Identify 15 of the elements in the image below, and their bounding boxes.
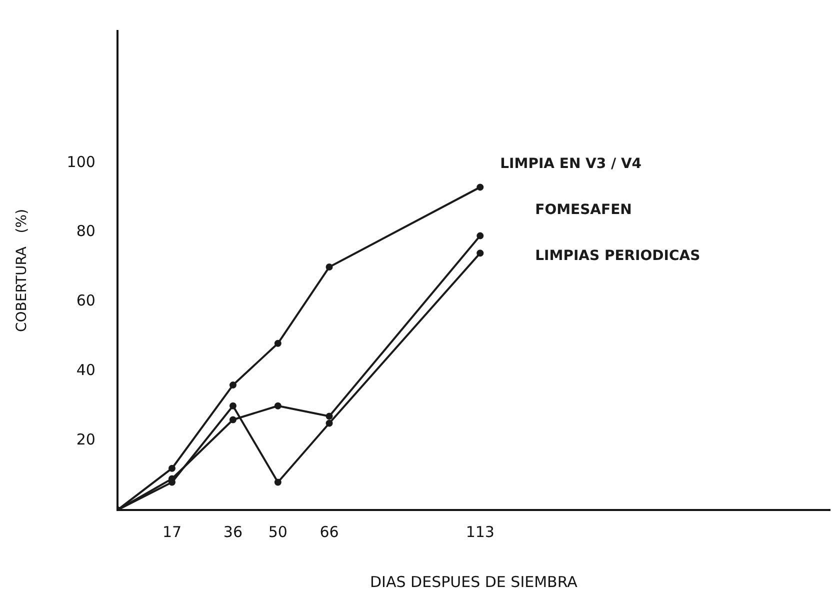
x-tick-label: 17 — [162, 522, 182, 541]
x-axis-title: DIAS DESPUES DE SIEMBRA — [370, 572, 578, 591]
x-tick-label: 36 — [223, 522, 243, 541]
series-label: LIMPIA EN V3 / V4 — [500, 156, 642, 172]
x-tick-label: 66 — [320, 522, 339, 541]
text: LIMPIAS PERIODICAS — [535, 248, 700, 264]
y-tick-label: 40 — [76, 361, 96, 380]
y-tick-label: 20 — [76, 430, 96, 448]
x-tick-label: 113 — [466, 522, 494, 541]
y-tick-label: 60 — [76, 292, 96, 310]
x-tick-label: 50 — [268, 522, 288, 541]
y-tick-label: 80 — [76, 222, 96, 240]
y-tick-label: 100 — [66, 152, 96, 171]
y-axis-title: COBERTURA (%) — [14, 208, 30, 332]
text: FOMESAFEN — [535, 202, 632, 218]
